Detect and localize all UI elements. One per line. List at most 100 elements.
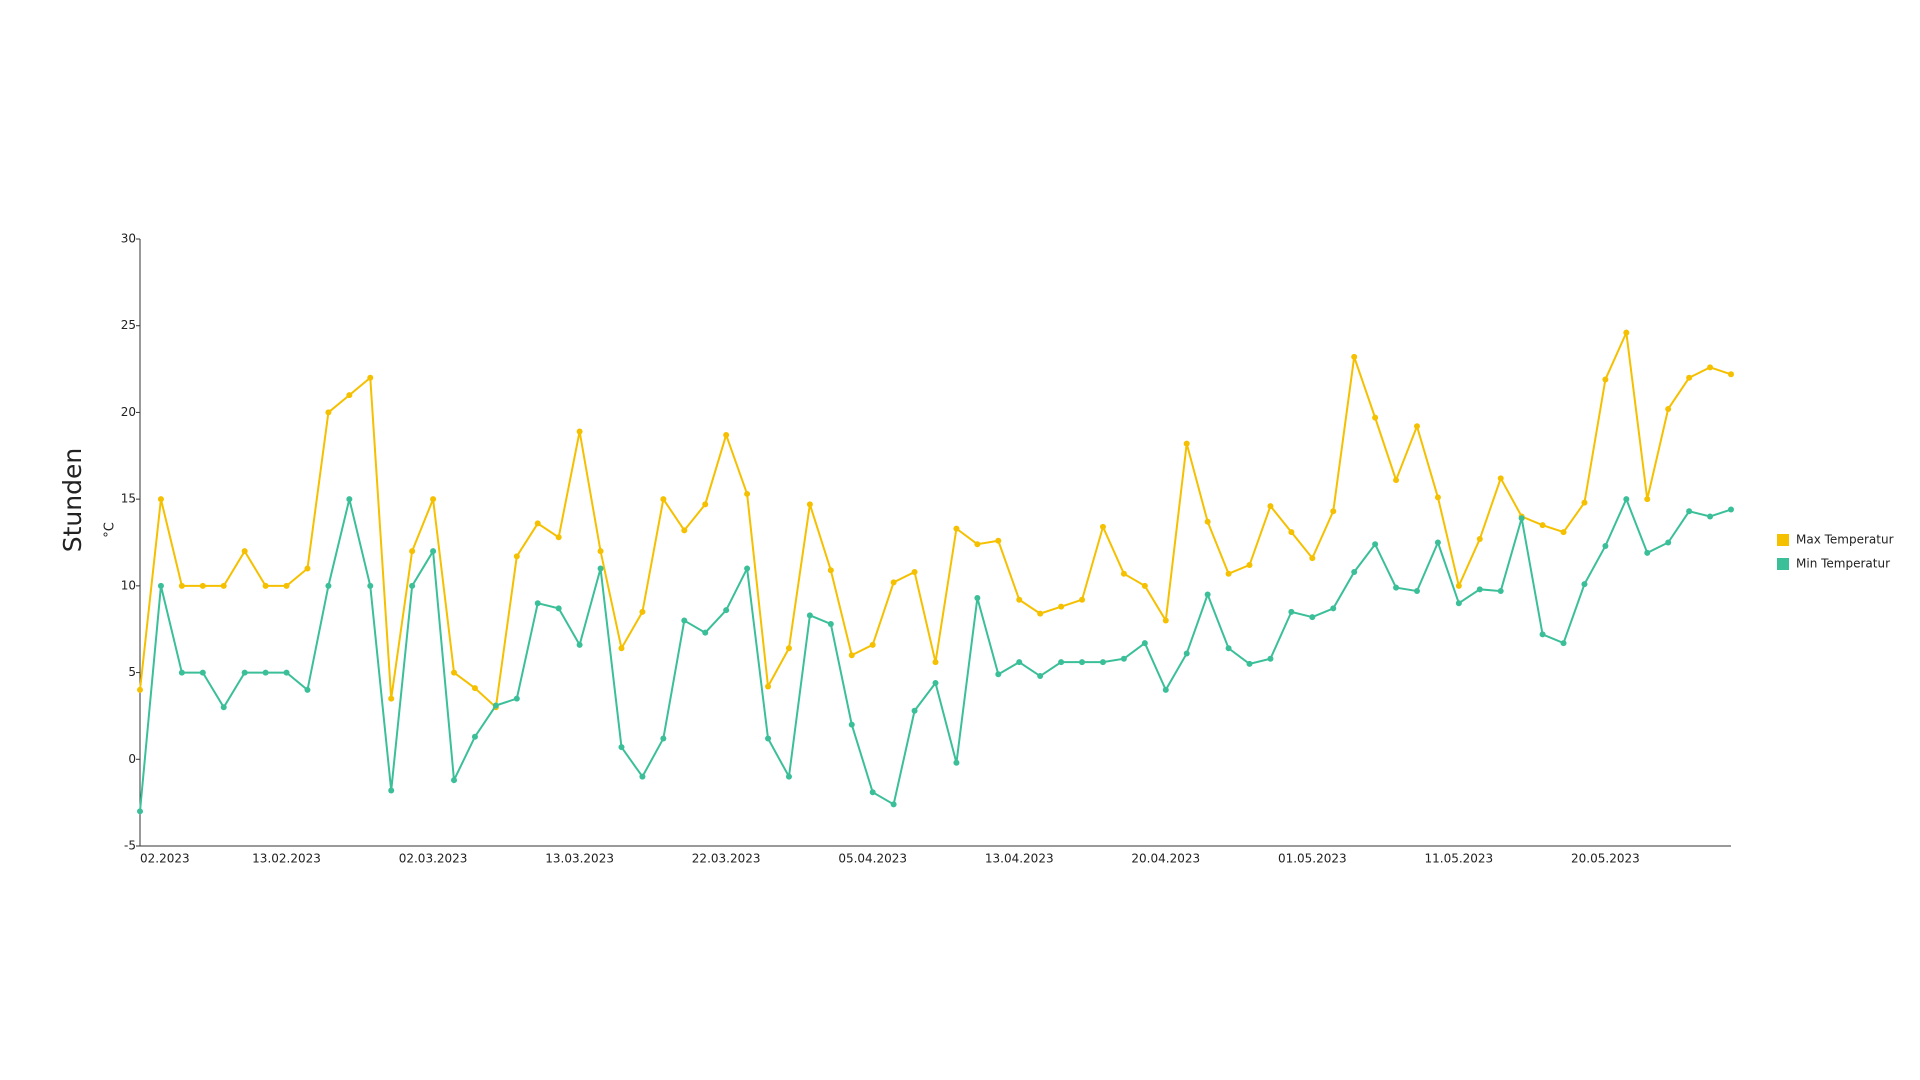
point bbox=[618, 744, 625, 751]
point bbox=[639, 608, 646, 615]
point bbox=[1413, 588, 1420, 595]
point bbox=[1665, 405, 1672, 412]
point bbox=[1246, 562, 1253, 569]
x-tick-label: 13.02.2023 bbox=[252, 852, 321, 866]
point bbox=[1267, 655, 1274, 662]
point bbox=[1309, 614, 1316, 621]
point bbox=[974, 541, 981, 548]
legend-label: Min Temperatur bbox=[1796, 557, 1890, 571]
point bbox=[1644, 496, 1651, 503]
point bbox=[1099, 659, 1106, 666]
point bbox=[597, 565, 604, 572]
point bbox=[241, 548, 248, 555]
point bbox=[765, 735, 772, 742]
point bbox=[890, 801, 897, 808]
point bbox=[1058, 659, 1065, 666]
point bbox=[1393, 584, 1400, 591]
point bbox=[430, 548, 437, 555]
y-axis-unit: °C bbox=[103, 522, 118, 538]
point bbox=[848, 652, 855, 659]
x-tick-label: 20.05.2023 bbox=[1571, 852, 1640, 866]
point bbox=[1225, 570, 1232, 577]
point bbox=[953, 759, 960, 766]
point bbox=[1162, 686, 1169, 693]
point bbox=[639, 773, 646, 780]
point bbox=[471, 733, 478, 740]
y-tick-label: 30 bbox=[121, 232, 136, 246]
point bbox=[1644, 549, 1651, 556]
point bbox=[1497, 475, 1504, 482]
x-tick-label: 02.2023 bbox=[140, 852, 190, 866]
point bbox=[409, 582, 416, 589]
point bbox=[702, 501, 709, 508]
point bbox=[681, 527, 688, 534]
line bbox=[139, 328, 1732, 710]
point bbox=[1728, 371, 1734, 378]
x-tick-label: 01.05.2023 bbox=[1278, 852, 1347, 866]
point bbox=[911, 568, 918, 575]
point bbox=[283, 582, 290, 589]
point bbox=[869, 789, 876, 796]
point bbox=[806, 501, 813, 508]
point bbox=[1539, 522, 1546, 529]
point bbox=[199, 582, 206, 589]
point bbox=[932, 679, 939, 686]
point bbox=[1079, 596, 1086, 603]
point bbox=[1288, 529, 1295, 536]
x-tick-label: 13.03.2023 bbox=[545, 852, 614, 866]
point bbox=[660, 735, 667, 742]
point bbox=[1141, 582, 1148, 589]
point bbox=[304, 565, 311, 572]
point bbox=[1372, 414, 1379, 421]
point bbox=[451, 777, 458, 784]
y-tick-label: 5 bbox=[128, 665, 136, 679]
point bbox=[1372, 541, 1379, 548]
point bbox=[555, 605, 562, 612]
x-tick-label: 22.03.2023 bbox=[692, 852, 761, 866]
point bbox=[346, 392, 353, 399]
point bbox=[597, 548, 604, 555]
point bbox=[1560, 529, 1567, 536]
point bbox=[325, 409, 332, 416]
point bbox=[1330, 508, 1337, 515]
point bbox=[283, 669, 290, 676]
x-tick-label: 11.05.2023 bbox=[1424, 852, 1493, 866]
point bbox=[1602, 376, 1609, 383]
point bbox=[534, 600, 541, 607]
x-tick-label: 20.04.2023 bbox=[1131, 852, 1200, 866]
point bbox=[1434, 539, 1441, 546]
point bbox=[325, 582, 332, 589]
point bbox=[1246, 660, 1253, 667]
point bbox=[1141, 640, 1148, 647]
point bbox=[932, 659, 939, 666]
point bbox=[1476, 536, 1483, 543]
point bbox=[388, 695, 395, 702]
point bbox=[618, 645, 625, 652]
point bbox=[513, 695, 520, 702]
point bbox=[744, 565, 751, 572]
x-tick-label: 13.04.2023 bbox=[985, 852, 1054, 866]
point bbox=[1162, 617, 1169, 624]
legend-swatch bbox=[1777, 534, 1789, 546]
point bbox=[346, 496, 353, 503]
point bbox=[1037, 610, 1044, 617]
point bbox=[576, 641, 583, 648]
point bbox=[806, 612, 813, 619]
point bbox=[430, 496, 437, 503]
point bbox=[576, 428, 583, 435]
point bbox=[1413, 423, 1420, 430]
point bbox=[1455, 600, 1462, 607]
point bbox=[178, 582, 185, 589]
point bbox=[1665, 539, 1672, 546]
y-tick-label: -5 bbox=[124, 839, 136, 853]
point bbox=[1037, 673, 1044, 680]
point bbox=[827, 621, 834, 628]
point bbox=[157, 496, 164, 503]
point bbox=[1016, 659, 1023, 666]
point bbox=[890, 579, 897, 586]
point bbox=[367, 374, 374, 381]
point bbox=[220, 704, 227, 711]
point bbox=[848, 721, 855, 728]
point bbox=[1707, 513, 1714, 520]
point bbox=[1099, 523, 1106, 530]
